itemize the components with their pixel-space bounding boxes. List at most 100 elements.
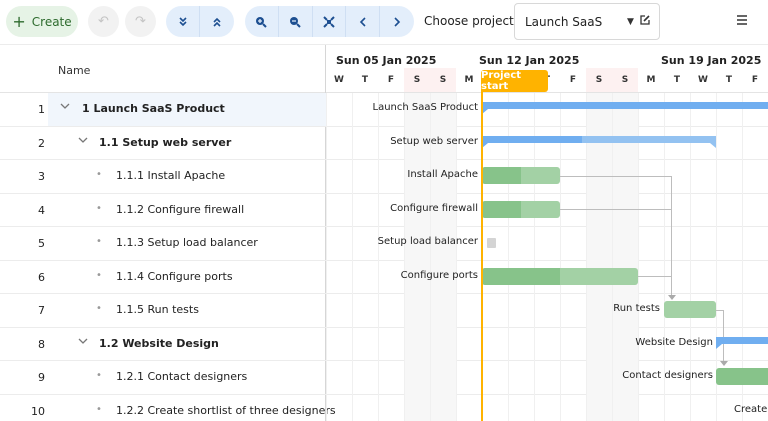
summary-bar[interactable] — [482, 102, 768, 114]
choose-project-label: Choose project — [424, 14, 514, 28]
progress-fill — [482, 136, 582, 143]
zoom-nav-group — [245, 6, 414, 37]
chevron-down-icon[interactable] — [60, 102, 70, 113]
column-gridline — [430, 93, 431, 421]
column-gridline — [352, 93, 353, 421]
task-name[interactable]: 1.1.5 Run tests — [116, 303, 199, 316]
redo-icon: ↷ — [135, 14, 146, 29]
column-gridline — [690, 93, 691, 421]
task-bar[interactable] — [482, 268, 638, 285]
column-gridline — [534, 93, 535, 421]
day-header: S — [430, 68, 456, 93]
task-name[interactable]: 1 Launch SaaS Product — [82, 102, 225, 115]
divider — [326, 92, 768, 93]
row-number: 7 — [38, 304, 45, 317]
table-row[interactable]: 8 1.2 Website Design — [0, 328, 768, 361]
next-button[interactable] — [380, 6, 414, 37]
double-chevron-up-icon — [213, 17, 221, 27]
task-bar[interactable] — [716, 368, 768, 385]
project-start-flag: Project start — [481, 70, 548, 92]
zoom-to-fit-button[interactable] — [313, 6, 347, 37]
summary-bar[interactable] — [716, 337, 768, 349]
create-button[interactable]: + Create — [6, 6, 78, 37]
zoom-in-button[interactable] — [245, 6, 279, 37]
task-name[interactable]: 1.1 Setup web server — [99, 135, 232, 149]
bullet-icon: • — [96, 169, 102, 180]
task-bar[interactable] — [482, 167, 560, 184]
row-number: 8 — [38, 337, 45, 351]
chevron-down-icon[interactable] — [78, 337, 88, 348]
table-row[interactable]: 4 • 1.1.2 Configure firewall — [0, 194, 768, 227]
table-row[interactable]: 10 • 1.2.2 Create shortlist of three desig… — [0, 395, 768, 421]
bar-label: Run tests — [613, 303, 660, 314]
expand-all-button[interactable] — [166, 6, 200, 37]
dependency-arrow-icon — [720, 361, 728, 366]
name-column-header[interactable]: Name — [58, 64, 91, 77]
task-name[interactable]: 1.1.4 Configure ports — [116, 269, 233, 283]
task-bar[interactable] — [482, 201, 560, 218]
collapse-all-button[interactable] — [200, 6, 234, 37]
edit-project-button[interactable] — [639, 14, 651, 29]
bar-label: Setup web server — [390, 136, 478, 147]
task-name[interactable]: 1.2.2 Create shortlist of three designer… — [116, 403, 336, 417]
chevron-left-icon — [359, 16, 366, 27]
summary-start-notch-icon — [482, 109, 488, 114]
bar-label: Create — [734, 404, 768, 415]
dependency-line — [716, 310, 724, 311]
task-name[interactable]: 1.1.2 Configure firewall — [116, 202, 245, 216]
row-number: 3 — [38, 170, 45, 183]
previous-button[interactable] — [346, 6, 381, 37]
progress-fill — [482, 201, 521, 218]
column-gridline — [716, 93, 717, 421]
summary-bar[interactable] — [482, 136, 716, 148]
chevron-down-icon[interactable] — [78, 136, 88, 147]
bar-label: Setup load balancer — [377, 236, 478, 247]
panel-splitter[interactable] — [325, 45, 326, 421]
task-name[interactable]: 1.2 Website Design — [99, 336, 219, 350]
dependency-arrow-icon — [668, 295, 676, 300]
row-number: 10 — [31, 404, 45, 418]
weekend-column — [404, 93, 430, 421]
bullet-icon: • — [96, 370, 102, 381]
zoom-out-icon — [290, 16, 301, 28]
row-number: 9 — [38, 371, 45, 384]
day-header: S — [612, 68, 638, 93]
table-row[interactable]: 2 1.1 Setup web server — [0, 127, 768, 160]
table-row[interactable]: 6 • 1.1.4 Configure ports — [0, 261, 768, 294]
dependency-line — [638, 276, 672, 277]
row-number: 4 — [38, 203, 45, 217]
day-header: T — [361, 75, 369, 85]
hamburger-menu-icon[interactable] — [736, 12, 748, 30]
task-name[interactable]: 1.1.1 Install Apache — [116, 169, 226, 182]
day-header: F — [569, 75, 577, 85]
zoom-out-button[interactable] — [279, 6, 313, 37]
day-header: S — [404, 68, 430, 93]
calendar-placeholder-icon[interactable] — [487, 238, 496, 248]
progress-fill — [482, 167, 521, 184]
bullet-icon: • — [96, 236, 102, 247]
table-row[interactable]: 5 • 1.1.3 Setup load balancer — [0, 227, 768, 261]
column-gridline — [508, 93, 509, 421]
table-row[interactable]: 3 • 1.1.1 Install Apache — [0, 160, 768, 194]
table-row[interactable]: 7 • 1.1.5 Run tests — [0, 294, 768, 328]
day-header: F — [751, 75, 759, 85]
column-gridline — [638, 93, 639, 421]
redo-button[interactable]: ↷ — [125, 6, 156, 37]
week-label: Sun 05 Jan 2025 — [336, 54, 437, 67]
column-gridline — [560, 93, 561, 421]
task-name[interactable]: 1.1.3 Setup load balancer — [116, 236, 258, 249]
task-bar[interactable] — [664, 301, 716, 318]
row-number: 5 — [38, 237, 45, 250]
bar-label: Configure firewall — [390, 203, 478, 214]
table-row[interactable]: 9 • 1.2.1 Contact designers — [0, 361, 768, 395]
row-number: 2 — [38, 136, 45, 150]
bullet-icon: • — [96, 303, 102, 314]
bar-label: Configure ports — [400, 270, 478, 281]
column-gridline — [664, 93, 665, 421]
table-row[interactable]: 1 1 Launch SaaS Product — [0, 93, 768, 127]
column-gridline — [742, 93, 743, 421]
task-name[interactable]: 1.2.1 Contact designers — [116, 370, 248, 383]
project-select[interactable]: Launch SaaS ▼ — [514, 3, 660, 40]
bar-label: Launch SaaS Product — [372, 102, 479, 113]
undo-button[interactable]: ↶ — [88, 6, 119, 37]
